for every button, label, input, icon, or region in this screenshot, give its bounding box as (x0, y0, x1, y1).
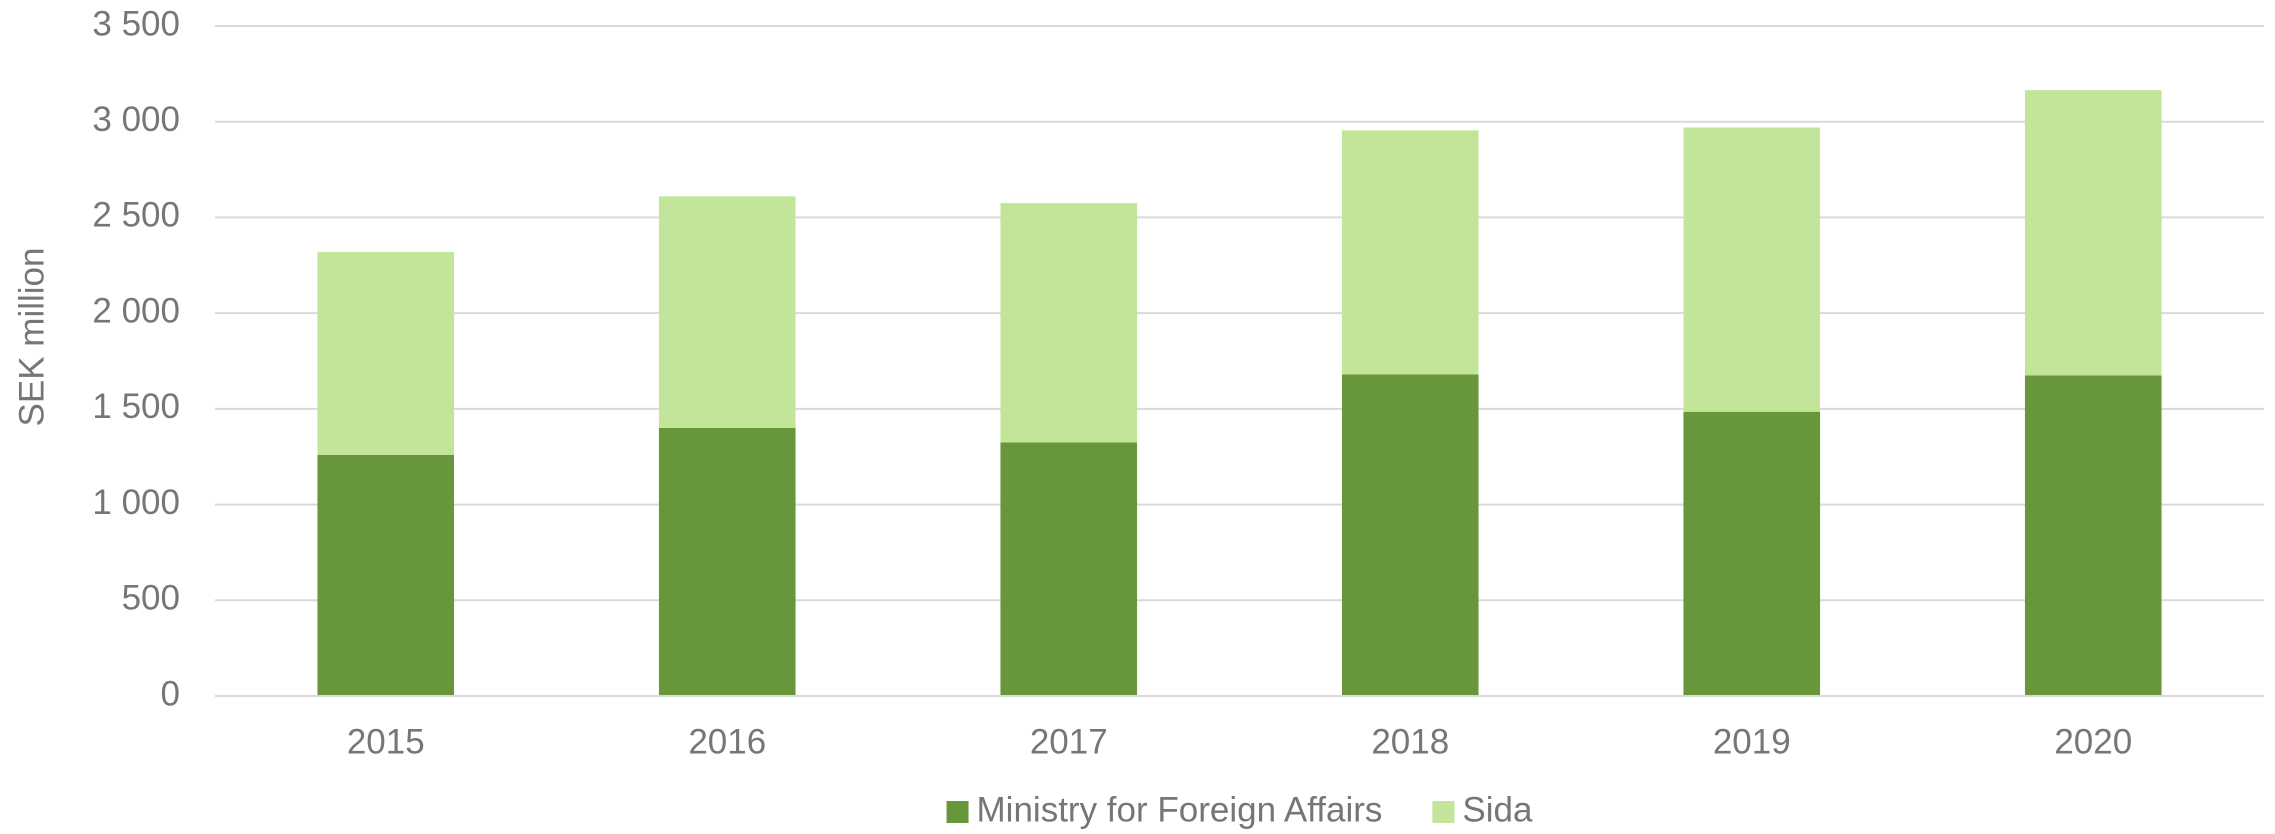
bar-segment (658, 196, 796, 428)
y-tick-label: 3 500 (92, 4, 180, 43)
bar-segment (1341, 374, 1479, 696)
y-tick-label: 500 (122, 579, 180, 618)
bar-segment (1000, 442, 1138, 696)
bar-segment (658, 428, 796, 696)
legend-label: Sida (1462, 790, 1533, 829)
bar-segment (1683, 127, 1821, 412)
bar-segment (317, 454, 455, 696)
bar-segment (1683, 411, 1821, 696)
x-tick-label: 2017 (1030, 722, 1108, 761)
x-tick-label: 2016 (688, 722, 766, 761)
bar-segment (2024, 90, 2162, 376)
bar-segment (1341, 130, 1479, 375)
y-tick-label: 1 000 (92, 483, 180, 522)
legend-label: Ministry for Foreign Affairs (977, 790, 1383, 829)
x-tick-label: 2020 (2054, 722, 2132, 761)
y-axis-title: SEK million (12, 248, 51, 427)
legend-marker (1432, 801, 1455, 823)
y-tick-label: 0 (161, 674, 180, 713)
bar-segment (1000, 203, 1138, 443)
x-tick-label: 2018 (1371, 722, 1449, 761)
y-tick-label: 1 500 (92, 387, 180, 426)
y-tick-label: 3 000 (92, 100, 180, 139)
legend-marker (946, 801, 969, 823)
y-tick-label: 2 000 (92, 291, 180, 330)
bar-segment (2024, 375, 2162, 696)
x-tick-label: 2019 (1713, 722, 1791, 761)
x-tick-label: 2015 (347, 722, 425, 761)
bar-segment (317, 251, 455, 455)
y-tick-label: 2 500 (92, 196, 180, 235)
